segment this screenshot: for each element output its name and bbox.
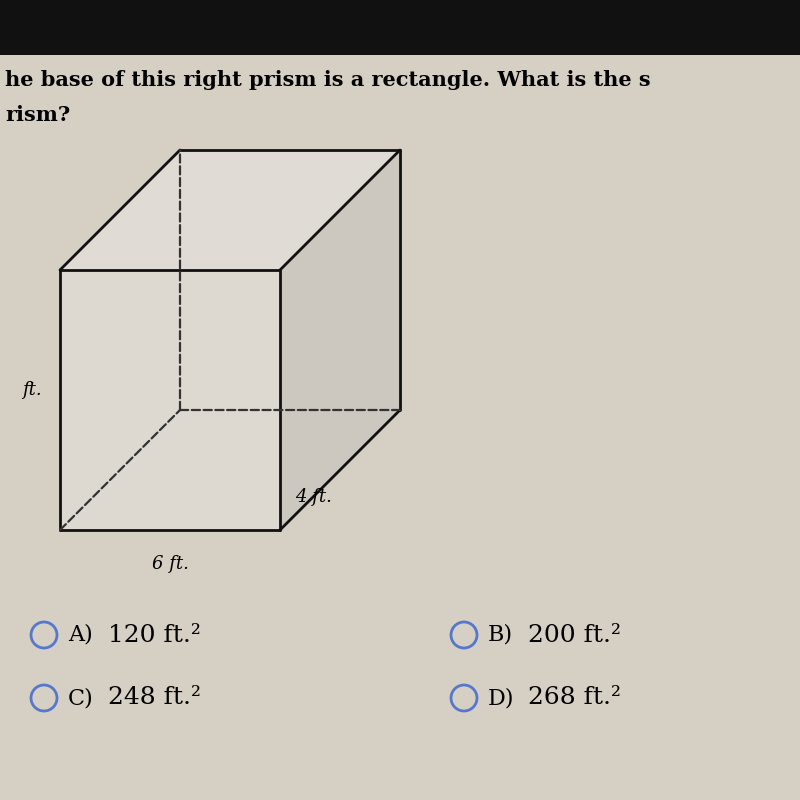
Text: ft.: ft. <box>22 381 42 399</box>
Bar <box>0 0 800 55</box>
Text: he base of this right prism is a rectangle. What is the s: he base of this right prism is a rectang… <box>5 70 650 90</box>
Text: 6 ft.: 6 ft. <box>151 555 189 573</box>
Text: D): D) <box>488 687 514 709</box>
Circle shape <box>31 622 57 648</box>
Text: 268 ft.²: 268 ft.² <box>528 686 621 710</box>
Text: rism?: rism? <box>5 105 70 125</box>
Text: 120 ft.²: 120 ft.² <box>108 623 201 646</box>
Circle shape <box>31 685 57 711</box>
Text: 248 ft.²: 248 ft.² <box>108 686 201 710</box>
Polygon shape <box>60 270 280 530</box>
Polygon shape <box>60 150 400 270</box>
Text: 200 ft.²: 200 ft.² <box>528 623 621 646</box>
Circle shape <box>451 622 477 648</box>
Text: C): C) <box>68 687 94 709</box>
Text: B): B) <box>488 624 513 646</box>
Text: A): A) <box>68 624 93 646</box>
Circle shape <box>451 685 477 711</box>
Polygon shape <box>280 150 400 530</box>
Text: 4 ft.: 4 ft. <box>295 488 332 506</box>
